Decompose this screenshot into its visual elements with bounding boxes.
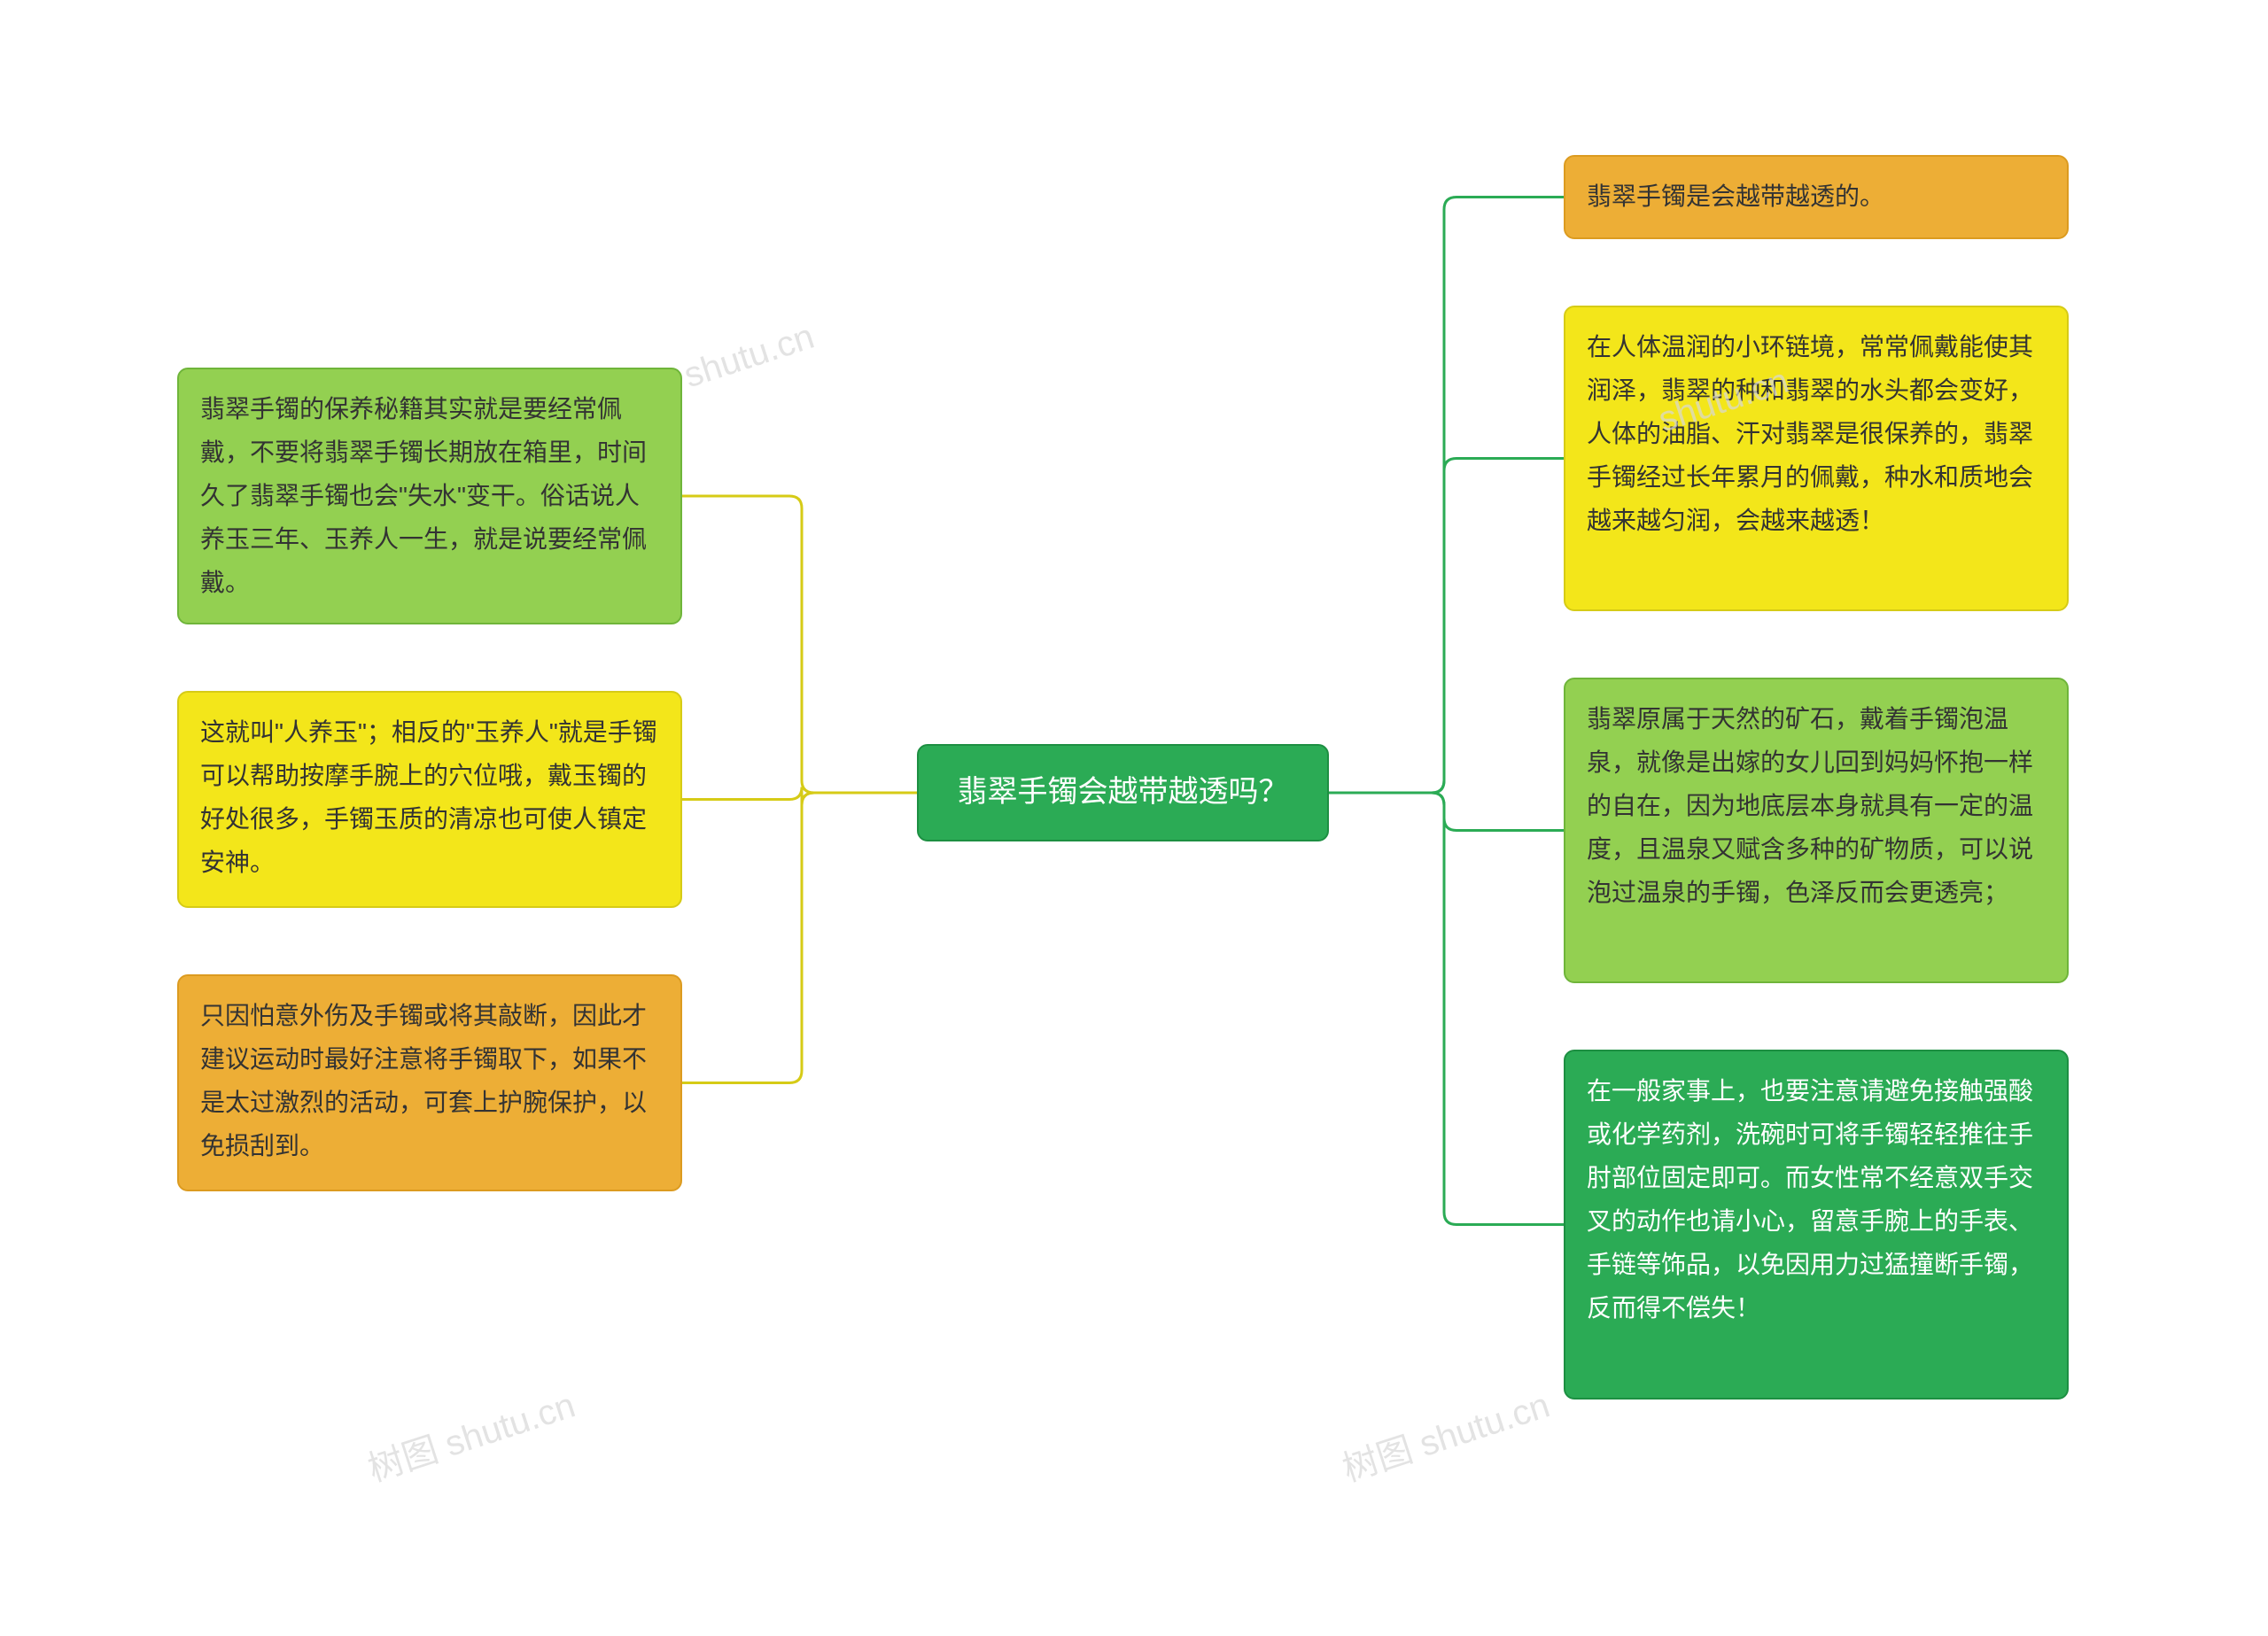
center-node: 翡翠手镯会越带越透吗？ [917,744,1329,841]
mindmap-canvas: 翡翠手镯会越带越透吗？ 翡翠手镯的保养秘籍其实就是要经常佩戴，不要将翡翠手镯长期… [0,0,2268,1636]
left-node-1: 这就叫"人养玉"；相反的"玉养人"就是手镯可以帮助按摩手腕上的穴位哦，戴玉镯的好… [177,691,682,908]
left-node-0: 翡翠手镯的保养秘籍其实就是要经常佩戴，不要将翡翠手镯长期放在箱里，时间久了翡翠手… [177,368,682,624]
left-node-2: 只因怕意外伤及手镯或将其敲断，因此才建议运动时最好注意将手镯取下，如果不是太过激… [177,974,682,1191]
center-text: 翡翠手镯会越带越透吗？ [958,766,1289,819]
right-node-0: 翡翠手镯是会越带越透的。 [1564,155,2069,239]
left-node-1-text: 这就叫"人养玉"；相反的"玉养人"就是手镯可以帮助按摩手腕上的穴位哦，戴玉镯的好… [200,718,657,876]
right-node-1: 在人体温润的小环链境，常常佩戴能使其润泽，翡翠的种和翡翠的水头都会变好，人体的油… [1564,306,2069,611]
left-node-2-text: 只因怕意外伤及手镯或将其敲断，因此才建议运动时最好注意将手镯取下，如果不是太过激… [200,1002,647,1159]
watermark: shutu.cn [680,317,819,397]
left-node-0-text: 翡翠手镯的保养秘籍其实就是要经常佩戴，不要将翡翠手镯长期放在箱里，时间久了翡翠手… [200,395,647,596]
right-node-0-text: 翡翠手镯是会越带越透的。 [1587,182,1884,210]
right-node-2-text: 翡翠原属于天然的矿石，戴着手镯泡温泉，就像是出嫁的女儿回到妈妈怀抱一样的自在，因… [1587,705,2033,906]
right-node-1-text: 在人体温润的小环链境，常常佩戴能使其润泽，翡翠的种和翡翠的水头都会变好，人体的油… [1587,333,2033,534]
right-node-2: 翡翠原属于天然的矿石，戴着手镯泡温泉，就像是出嫁的女儿回到妈妈怀抱一样的自在，因… [1564,678,2069,983]
watermark: 树图 shutu.cn [1335,1376,1555,1492]
watermark: 树图 shutu.cn [361,1376,580,1492]
right-node-3-text: 在一般家事上，也要注意请避免接触强酸或化学药剂，洗碗时可将手镯轻轻推往手肘部位固… [1587,1077,2033,1322]
right-node-3: 在一般家事上，也要注意请避免接触强酸或化学药剂，洗碗时可将手镯轻轻推往手肘部位固… [1564,1050,2069,1400]
